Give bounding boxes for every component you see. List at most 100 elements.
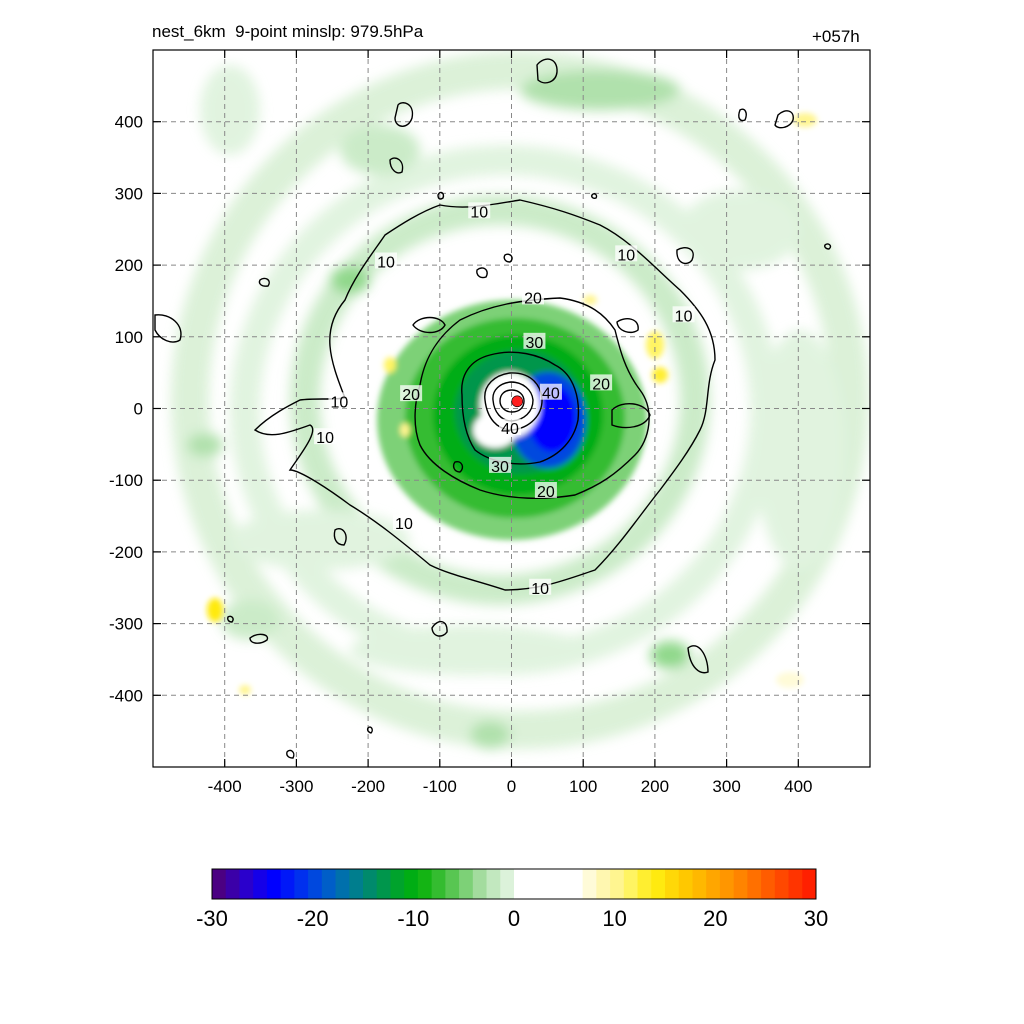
contour-label: 20 [524, 290, 542, 307]
contour-label-bg [499, 418, 522, 435]
colorbar-swatch [761, 869, 776, 899]
contour-label-bg [615, 245, 638, 262]
contour-30 [461, 351, 580, 465]
y-tick-label: 0 [134, 400, 143, 419]
y-tick-label: -400 [109, 686, 143, 705]
x-tick-label: 0 [507, 777, 516, 796]
colorbar-swatch [623, 869, 639, 899]
colorbar-swatch [417, 869, 433, 899]
colorbar-swatch [637, 869, 652, 899]
colorbar-tick-label: 20 [703, 906, 727, 931]
contour-label-bg [328, 392, 351, 409]
y-tick-label: -300 [109, 615, 143, 634]
colorbar-swatch [266, 869, 282, 899]
colorbar-swatch [692, 869, 707, 899]
contour-label: 20 [402, 387, 420, 404]
contour-label: 10 [470, 204, 488, 221]
colorbar-swatch [719, 869, 735, 899]
forecast-hour-label: +057h [812, 27, 860, 46]
colorbar-swatch [747, 869, 762, 899]
contour-label: 10 [395, 516, 413, 533]
plot-grid [153, 50, 870, 767]
colorbar-swatch [555, 869, 570, 899]
x-tick-label: 200 [641, 777, 669, 796]
contour-40b [492, 381, 534, 422]
y-axis: 400 300 200 100 0 -100 -200 -300 -400 [109, 113, 870, 705]
colorbar-tick-label: -30 [196, 906, 228, 931]
colorbar-tick-label: 30 [804, 906, 828, 931]
storm-center-marker [511, 395, 524, 408]
colorbar-swatch [582, 869, 597, 899]
contour-10 [253, 199, 716, 591]
contour-label-bg [489, 456, 512, 473]
contour-label-bg [523, 332, 546, 349]
contour-lines [154, 58, 832, 759]
contour-label-bg [392, 514, 415, 531]
colorbar-swatch [212, 869, 227, 899]
colorbar-swatch [239, 869, 254, 899]
shaded-field [153, 50, 870, 767]
colorbar-swatch [541, 869, 556, 899]
y-tick-label: 300 [115, 184, 143, 203]
contour-40c [499, 389, 525, 413]
colorbar-swatch [678, 869, 693, 899]
colorbar-swatch [500, 869, 515, 899]
contour-label: 10 [617, 247, 635, 264]
colorbar-swatch [802, 869, 817, 899]
colorbar-swatch [568, 869, 584, 899]
colorbar-swatch [363, 869, 378, 899]
contour-label-bg [590, 374, 613, 391]
contour-label: 10 [675, 308, 693, 325]
x-tick-label: 400 [784, 777, 812, 796]
contour-label: 10 [531, 581, 549, 598]
contour-label: 10 [316, 430, 334, 447]
colorbar-swatch [733, 869, 748, 899]
colorbar-swatch [788, 869, 803, 899]
colorbar-swatch [376, 869, 391, 899]
colorbar-swatch [308, 869, 323, 899]
contour-label-bg [375, 252, 398, 269]
contour-label: 30 [526, 335, 544, 352]
contour-label: 40 [542, 386, 560, 403]
x-axis: -400 -300 -200 -100 0 100 200 300 400 [208, 50, 812, 796]
colorbar-swatch [472, 869, 488, 899]
x-tick-label: -300 [279, 777, 313, 796]
colorbar-swatch [514, 869, 529, 899]
colorbar-swatch [596, 869, 611, 899]
colorbar-swatch [321, 869, 337, 899]
chart-title: nest_6km 9-point minslp: 979.5hPa [152, 22, 424, 41]
x-tick-label: -100 [423, 777, 457, 796]
colorbar-swatch [253, 869, 268, 899]
colorbar-swatch [349, 869, 364, 899]
y-tick-label: -100 [109, 471, 143, 490]
contour-label: 10 [331, 394, 349, 411]
y-tick-label: 400 [115, 113, 143, 132]
contour-label-bg [522, 288, 545, 305]
colorbar-swatch [774, 869, 790, 899]
colorbar-swatch [486, 869, 501, 899]
y-tick-label: 200 [115, 256, 143, 275]
x-tick-label: 100 [569, 777, 597, 796]
contour-label-bg [400, 385, 423, 402]
colorbar-swatch [459, 869, 474, 899]
colorbar-tick-labels: -30 -20 -10 0 10 20 30 [196, 906, 828, 931]
contour-label: 40 [501, 421, 519, 438]
contour-label: 20 [537, 484, 555, 501]
y-tick-label: 100 [115, 328, 143, 347]
contour-label: 10 [377, 255, 395, 272]
contour-label-bg [468, 202, 491, 219]
contour-label-bg [529, 578, 552, 595]
contour-labels: 10 10 10 10 10 10 10 10 20 20 20 20 30 30 40 40 [314, 202, 695, 598]
colorbar-swatch [665, 869, 680, 899]
colorbar-swatch [390, 869, 405, 899]
colorbar-swatch [404, 869, 419, 899]
x-tick-label: 300 [712, 777, 740, 796]
contour-label-bg [534, 481, 557, 498]
colorbar-swatch [706, 869, 721, 899]
colorbar-swatch [445, 869, 460, 899]
x-tick-label: -200 [351, 777, 385, 796]
colorbar-tick-label: -10 [397, 906, 429, 931]
colorbar-swatch [527, 869, 542, 899]
colorbar-swatch [610, 869, 625, 899]
